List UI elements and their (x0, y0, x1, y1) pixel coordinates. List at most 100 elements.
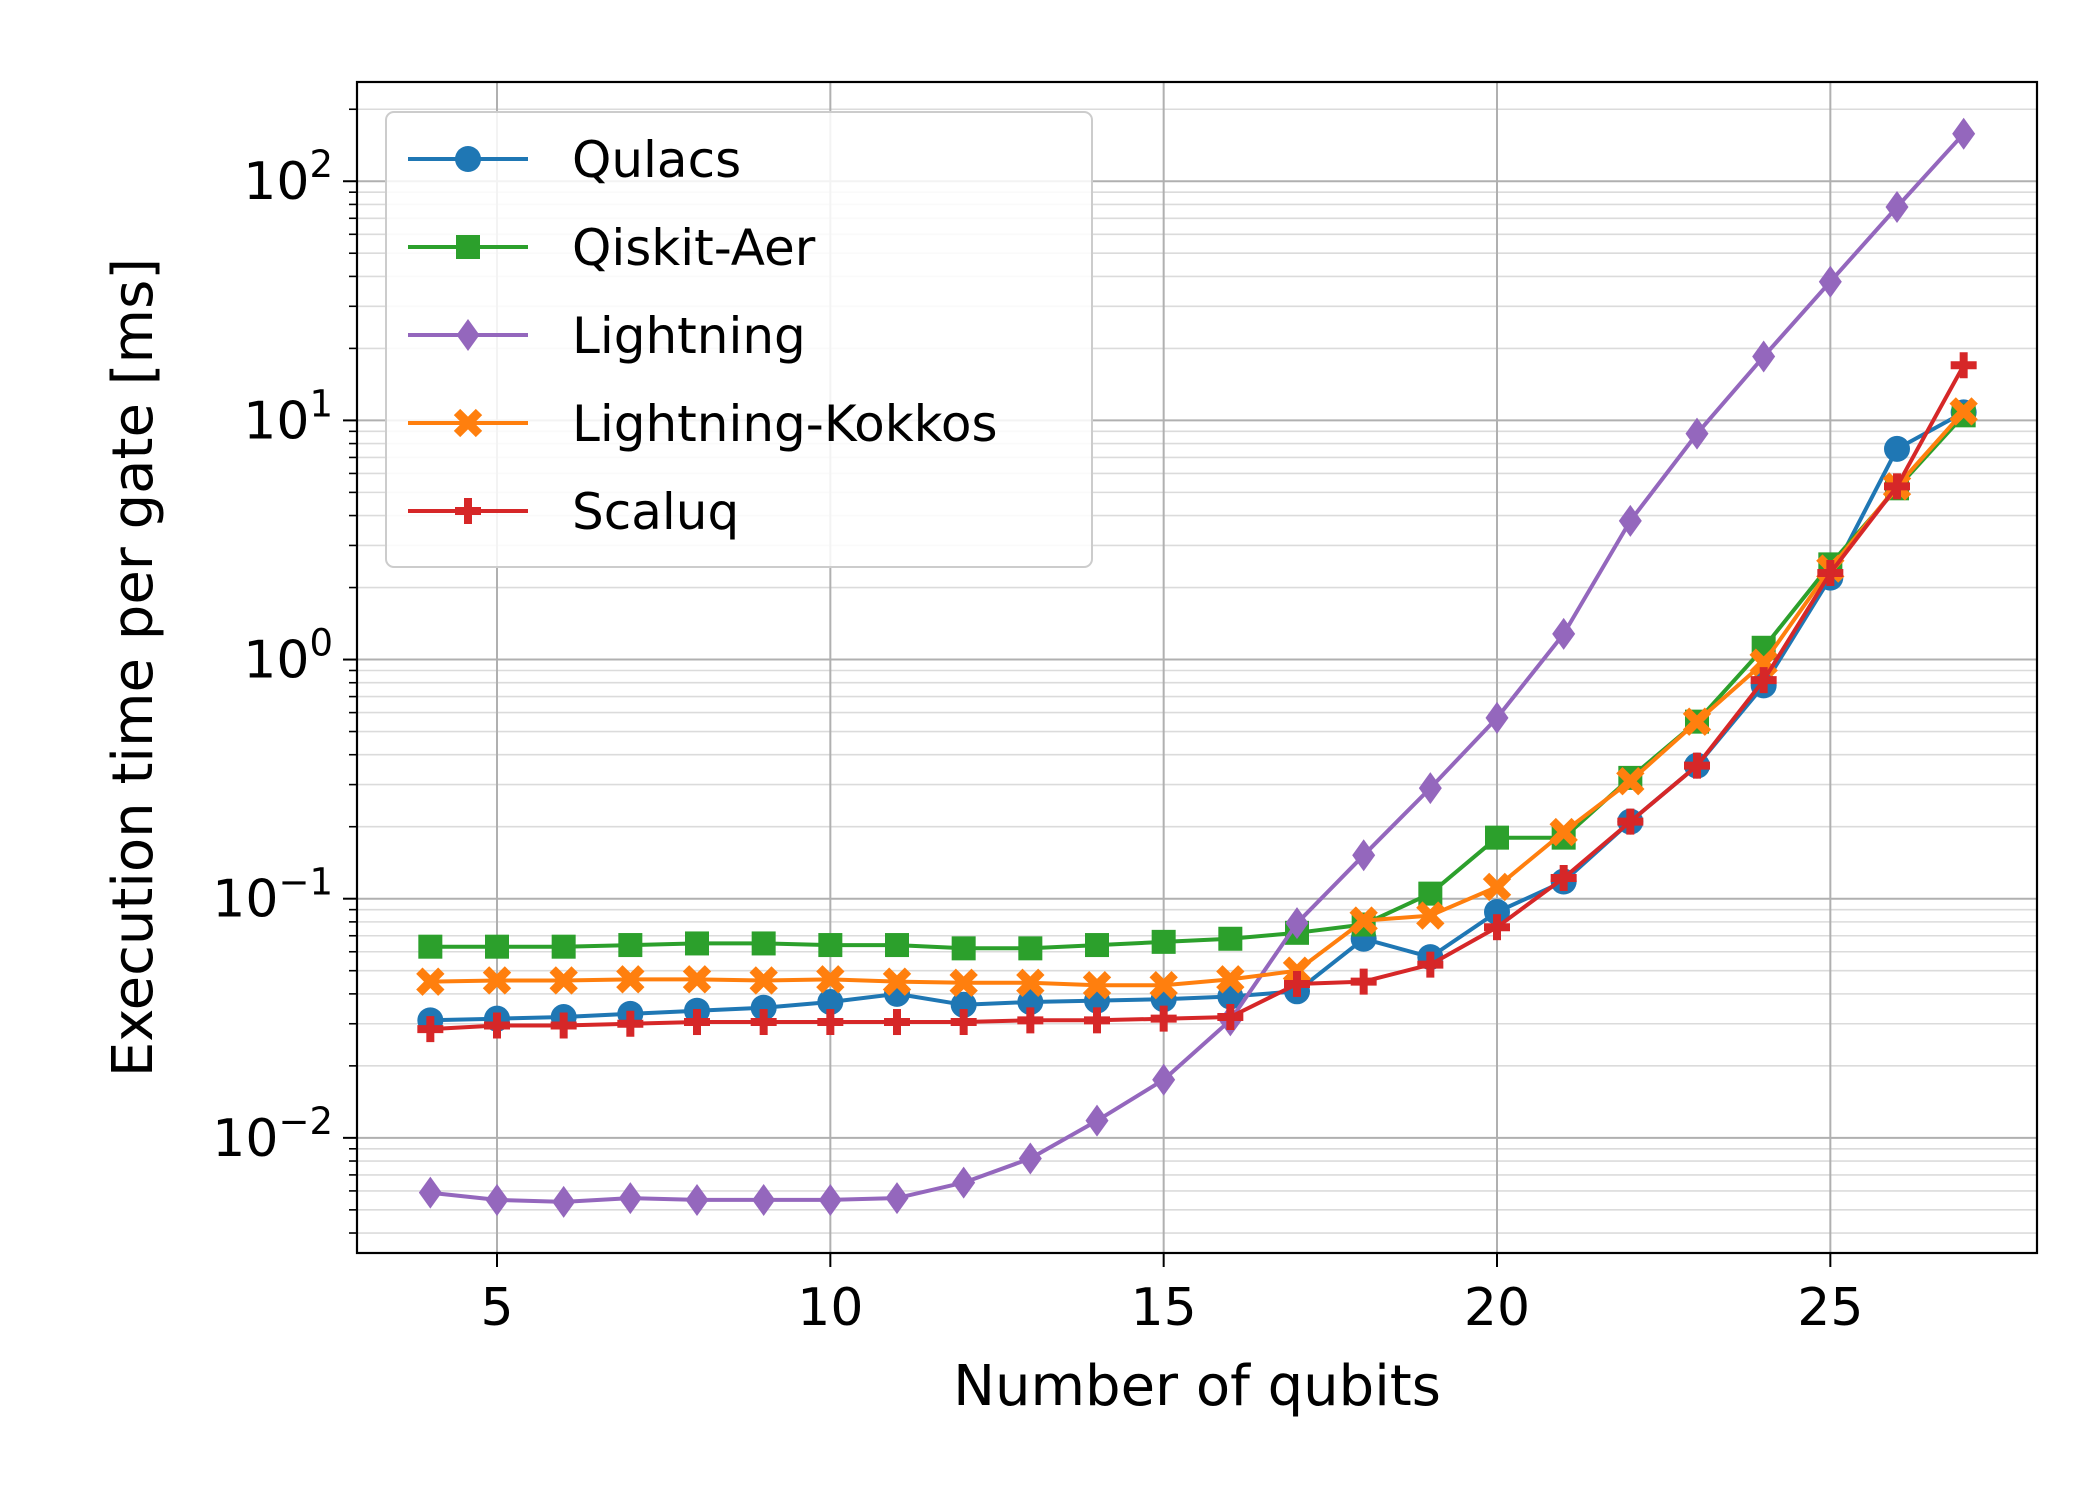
data-point-qiskit-aer (685, 931, 709, 956)
data-point-qiskit-aer (1018, 936, 1043, 961)
data-point-lightning-kokkos (416, 967, 445, 996)
data-point-qiskit-aer (485, 934, 509, 959)
data-point-qulacs (1484, 898, 1510, 925)
x-tick-label: 10 (797, 1278, 863, 1338)
data-point-lightning (1685, 417, 1709, 450)
data-point-lightning-kokkos (1682, 707, 1712, 736)
y-tick-label: 100 (243, 622, 333, 691)
data-point-scaluq (750, 1009, 777, 1036)
marker-stroke (1949, 397, 1978, 426)
y-tick-label: 101 (243, 382, 333, 451)
marker-stroke (1616, 767, 1645, 796)
data-point-lightning-kokkos (482, 966, 512, 995)
data-point-qiskit-aer (751, 931, 776, 956)
legend-marker (455, 498, 481, 524)
data-point-lightning (1085, 1104, 1109, 1137)
marker-stroke (549, 966, 578, 995)
data-point-scaluq (617, 1010, 644, 1037)
marker-stroke (749, 966, 778, 995)
legend-item-lightning-kokkos: Lightning-Kokkos (408, 395, 998, 453)
marker-stroke (616, 965, 645, 994)
plot-frame (355, 80, 2039, 1255)
data-point-scaluq (884, 1009, 910, 1036)
data-point-qiskit-aer (418, 934, 443, 959)
data-point-lightning (1152, 1063, 1176, 1096)
data-point-lightning-kokkos (816, 965, 845, 994)
marker-stroke (1216, 965, 1245, 994)
legend-label: Scaluq (572, 483, 739, 541)
data-point-scaluq (484, 1012, 510, 1039)
y-tick-label: 10−2 (212, 1100, 333, 1169)
data-point-lightning (1418, 772, 1442, 805)
data-point-lightning (952, 1166, 976, 1199)
x-tick-label: 25 (1797, 1278, 1863, 1338)
data-point-lightning (752, 1183, 776, 1216)
plot-series (416, 117, 1978, 1218)
data-point-qiskit-aer (1085, 933, 1109, 958)
data-point-qulacs (817, 988, 844, 1015)
legend-marker (455, 146, 481, 172)
legend: Qulacs Qiskit-Aer Lightning Lightning-Kokko… (385, 111, 1093, 568)
legend-label: Lightning (572, 307, 806, 365)
y-tick-label: 102 (243, 143, 333, 212)
data-point-lightning (552, 1185, 576, 1218)
data-point-scaluq (817, 1009, 844, 1036)
legend-item-qiskit-aer: Qiskit-Aer (408, 219, 816, 277)
data-point-lightning-kokkos (1482, 872, 1512, 902)
data-point-scaluq (417, 1016, 444, 1043)
marker-stroke (1482, 872, 1512, 902)
data-point-lightning (1018, 1142, 1042, 1175)
data-point-qulacs (750, 994, 777, 1021)
marker-stroke (949, 968, 978, 997)
y-tick-exponent: 0 (309, 622, 333, 665)
data-point-lightning-kokkos (1216, 965, 1245, 994)
data-point-qulacs (1884, 435, 1910, 462)
data-point-qiskit-aer (551, 934, 576, 959)
marker-stroke (682, 965, 712, 994)
legend-marker (456, 319, 480, 351)
data-point-lightning-kokkos (682, 965, 712, 994)
data-point-lightning (885, 1182, 909, 1215)
data-point-lightning (418, 1176, 442, 1209)
data-point-scaluq (1350, 968, 1377, 995)
legend-item-qulacs: Qulacs (408, 131, 741, 189)
y-tick-exponent: −1 (278, 861, 333, 904)
marker-stroke (1416, 901, 1445, 930)
data-point-lightning-kokkos (616, 965, 645, 994)
data-point-scaluq (1684, 752, 1710, 779)
data-point-scaluq (1550, 865, 1577, 892)
y-tick-base: 10 (243, 152, 309, 212)
marker-stroke (416, 967, 445, 996)
data-point-scaluq (1417, 951, 1444, 978)
data-point-lightning-kokkos (1149, 970, 1178, 1000)
legend-marker (453, 408, 483, 438)
data-point-lightning (1285, 907, 1309, 940)
data-point-scaluq (1884, 473, 1910, 500)
y-tick-exponent: −2 (278, 1100, 333, 1143)
data-point-lightning (1752, 340, 1776, 373)
data-point-scaluq (1617, 808, 1644, 835)
data-point-scaluq (550, 1012, 577, 1039)
data-point-lightning-kokkos (882, 967, 912, 996)
legend-item-scaluq: Scaluq (408, 483, 739, 541)
marker-stroke (1282, 956, 1312, 985)
data-point-lightning-kokkos (1949, 397, 1978, 426)
marker-stroke (882, 967, 912, 996)
legend-label: Lightning-Kokkos (572, 395, 998, 453)
data-point-qiskit-aer (885, 933, 909, 958)
data-point-lightning-kokkos (1282, 956, 1312, 985)
data-point-scaluq (1817, 560, 1844, 587)
data-point-scaluq (1217, 1004, 1244, 1031)
data-point-lightning (1352, 839, 1376, 872)
data-point-scaluq (1017, 1007, 1044, 1034)
data-point-lightning-kokkos (1349, 906, 1378, 935)
y-axis-label: Execution time per gate [ms] (101, 258, 166, 1077)
data-point-lightning (1552, 617, 1576, 650)
data-point-qiskit-aer (818, 933, 843, 958)
x-axis-label: Number of qubits (953, 1354, 1441, 1419)
data-point-qiskit-aer (618, 933, 643, 958)
legend-marker (456, 235, 480, 259)
marker-stroke (1349, 906, 1378, 935)
data-point-lightning (685, 1183, 709, 1216)
